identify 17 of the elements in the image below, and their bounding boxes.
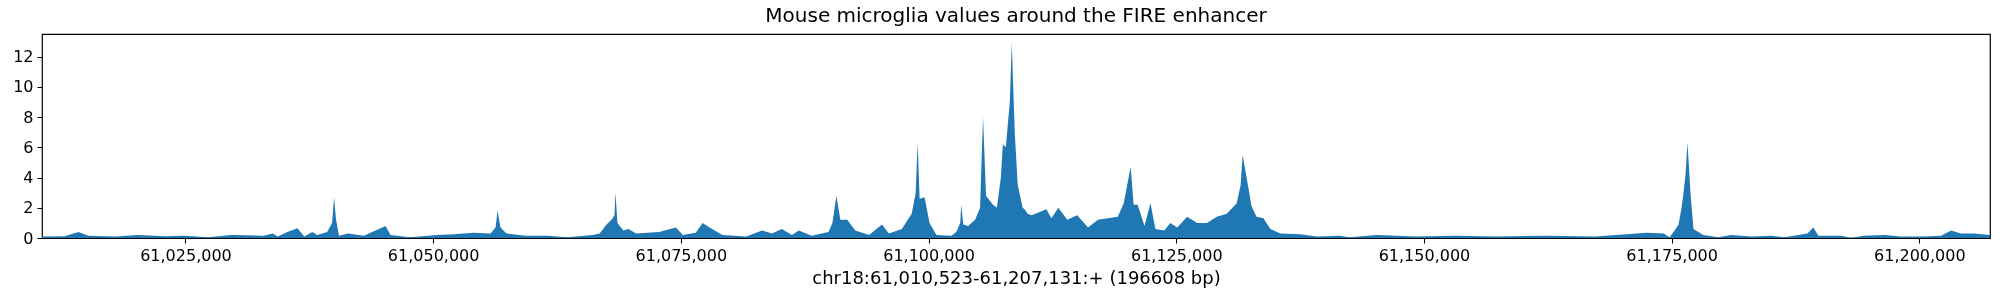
y-tick-label: 12	[13, 47, 34, 67]
x-tick-label: 61,075,000	[635, 245, 728, 265]
y-tick-label: 10	[13, 77, 34, 97]
y-tick-label: 0	[23, 228, 34, 248]
chart-title: Mouse microglia values around the FIRE enhancer	[765, 3, 1268, 27]
x-tick-label: 61,200,000	[1874, 245, 1966, 265]
y-tick-label: 6	[23, 137, 34, 157]
x-tick-label: 61,125,000	[1130, 245, 1223, 265]
x-tick-label: 61,050,000	[387, 245, 480, 265]
y-tick-label: 2	[23, 198, 34, 218]
x-tick-label: 61,025,000	[140, 245, 232, 265]
x-tick-label: 61,150,000	[1378, 245, 1471, 265]
x-tick-label: 61,100,000	[883, 245, 975, 265]
x-axis-title: chr18:61,010,523-61,207,131:+ (196608 bp)	[812, 266, 1221, 288]
y-tick-label: 8	[23, 107, 34, 127]
x-tick-label: 61,175,000	[1626, 245, 1718, 265]
y-tick-label: 4	[23, 168, 34, 188]
